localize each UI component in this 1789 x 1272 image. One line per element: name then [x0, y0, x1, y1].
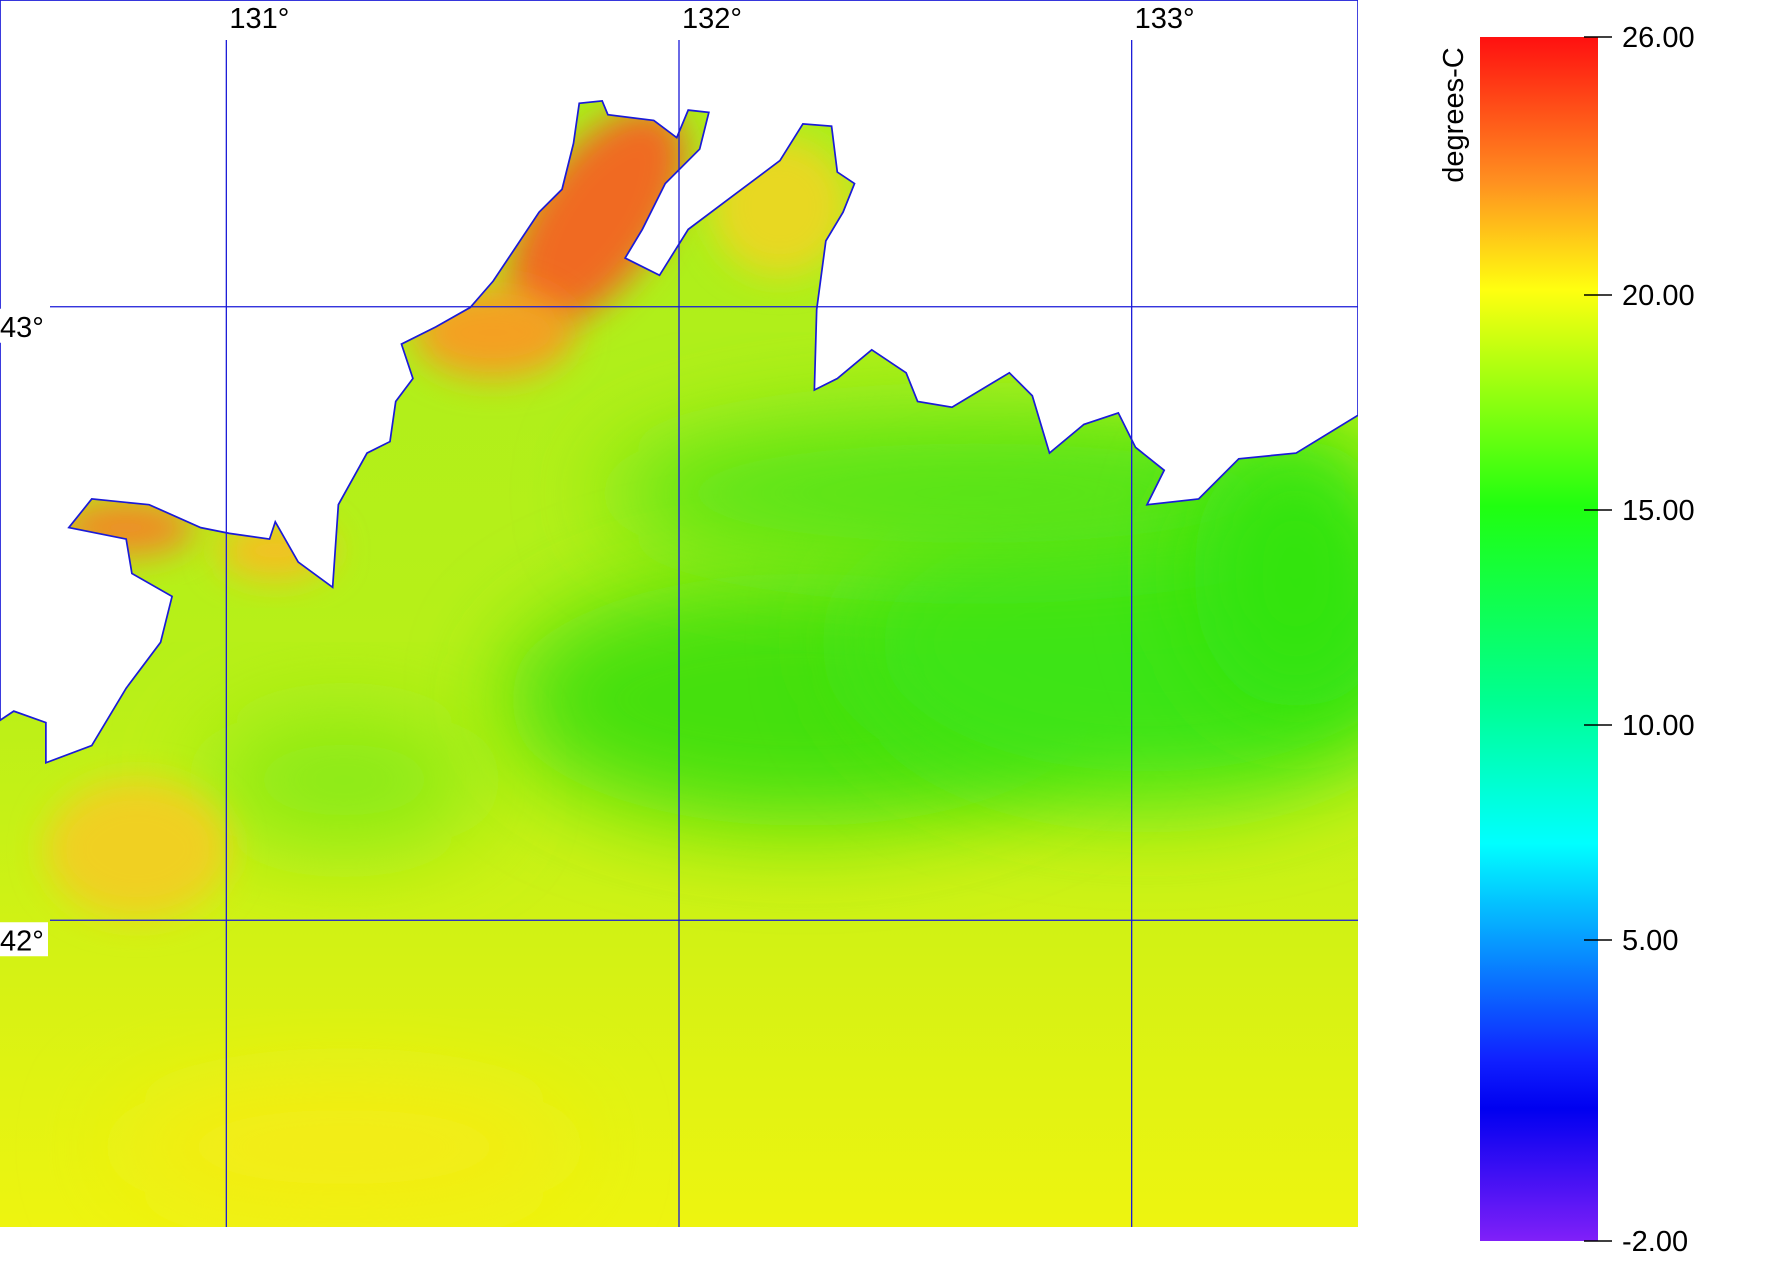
lon-label: 132° [682, 3, 742, 35]
lon-label: 131° [229, 3, 289, 35]
colorbar-tick-label: 26.00 [1622, 22, 1695, 54]
colorbar-tick-label: 10.00 [1622, 710, 1695, 742]
colorbar-label: degrees-C [1438, 47, 1470, 182]
lat-label: 42° [0, 925, 44, 957]
lat-label: 43° [0, 312, 44, 344]
lat-label-bg [0, 308, 48, 343]
colorbar-tick-label: 20.00 [1622, 280, 1695, 312]
colorbar-tick-label: 15.00 [1622, 495, 1695, 527]
lon-label: 133° [1135, 3, 1195, 35]
lat-label-bg [0, 922, 48, 957]
colorbar [1480, 37, 1598, 1241]
colorbar-tick-label: -2.00 [1622, 1226, 1688, 1258]
colorbar-tick-label: 5.00 [1622, 925, 1678, 957]
sst-image [0, 0, 1358, 1227]
